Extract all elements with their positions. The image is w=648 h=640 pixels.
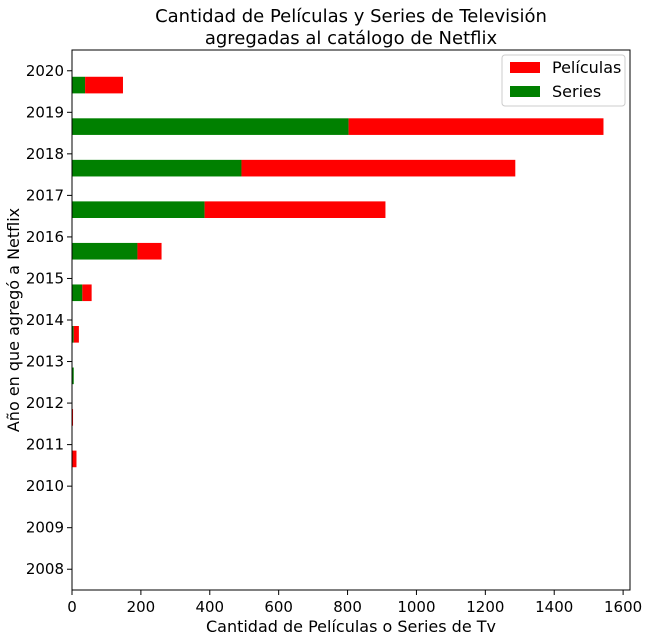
y-tick-label-2010: 2010 — [26, 477, 64, 495]
y-tick-label-2017: 2017 — [26, 186, 64, 204]
bar-series-2015 — [72, 284, 83, 302]
y-tick-label-2019: 2019 — [26, 103, 64, 121]
legend-swatch-peliculas — [510, 62, 540, 73]
bar-peliculas-2012 — [72, 409, 74, 426]
x-tick-label-0: 0 — [67, 598, 77, 616]
y-tick-label-2011: 2011 — [26, 436, 64, 454]
y-tick-label-2013: 2013 — [26, 353, 64, 371]
y-tick-label-2008: 2008 — [26, 560, 64, 578]
bar-series-2013 — [72, 367, 74, 385]
x-tick-label-800: 800 — [333, 598, 362, 616]
x-tick-label-1000: 1000 — [397, 598, 435, 616]
legend-label-peliculas: Películas — [552, 58, 621, 77]
x-tick-label-600: 600 — [264, 598, 293, 616]
bar-peliculas-2011 — [72, 450, 77, 468]
bar-series-2018 — [72, 159, 242, 177]
legend-label-series: Series — [552, 82, 601, 101]
x-tick-label-1200: 1200 — [466, 598, 504, 616]
bar-peliculas-2019 — [348, 118, 604, 135]
x-tick-label-1600: 1600 — [604, 598, 642, 616]
chart-title-line-2: agregadas al catálogo de Netflix — [205, 28, 498, 49]
legend-swatch-series — [510, 86, 540, 97]
bar-series-2020 — [72, 76, 86, 94]
y-tick-label-2020: 2020 — [26, 62, 64, 80]
bar-series-2019 — [72, 118, 349, 135]
y-axis-label: Año en que agregó a Netflix — [4, 208, 23, 432]
bar-series-2014 — [72, 326, 74, 343]
x-axis-label: Cantidad de Películas o Series de Tv — [206, 617, 496, 636]
chart-title-line-1: Cantidad de Películas y Series de Televi… — [155, 6, 547, 27]
bar-peliculas-2018 — [241, 159, 516, 177]
bar-peliculas-2020 — [85, 76, 123, 94]
y-tick-label-2014: 2014 — [26, 311, 64, 329]
y-tick-label-2012: 2012 — [26, 394, 64, 412]
y-tick-label-2018: 2018 — [26, 145, 64, 163]
x-tick-label-200: 200 — [127, 598, 156, 616]
legend: Películas Series — [501, 54, 626, 107]
x-tick-label-400: 400 — [195, 598, 224, 616]
bar-peliculas-2014 — [73, 326, 79, 343]
y-tick-label-2015: 2015 — [26, 269, 64, 287]
bar-series-2017 — [72, 201, 205, 218]
bar-peliculas-2015 — [82, 284, 92, 302]
plot-frame — [71, 49, 631, 591]
y-tick-label-2016: 2016 — [26, 228, 64, 246]
bar-peliculas-2017 — [204, 201, 386, 218]
y-tick-label-2009: 2009 — [26, 519, 64, 537]
x-tick-label-1400: 1400 — [535, 598, 573, 616]
plot-area: 2008 2009 2010 2011 2012 2013 2014 2015 2016 2017… — [26, 62, 642, 616]
bar-peliculas-2016 — [137, 242, 162, 260]
bar-series-2016 — [72, 242, 138, 260]
